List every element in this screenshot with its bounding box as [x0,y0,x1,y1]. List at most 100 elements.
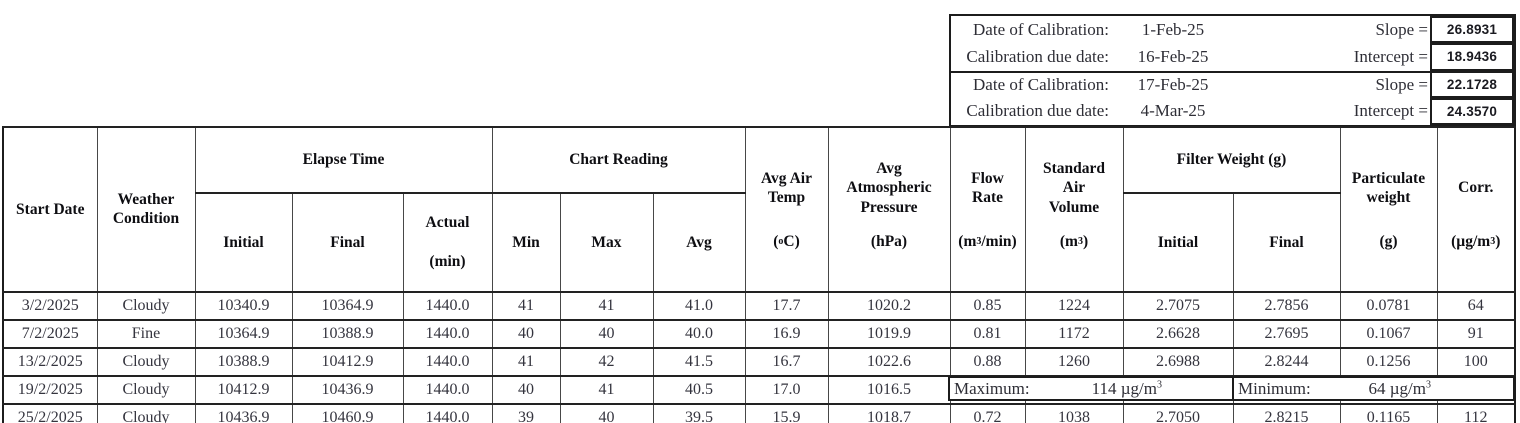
table-cell: 2.6988 [1122,346,1234,377]
data-table: Start Date Weather Condition Elapse Time… [2,126,1516,423]
header-flow-rate: Flow Rate (m 3/min) [949,126,1026,293]
header-filter-weight: Filter Weight (g) [1122,126,1341,194]
table-cell: 40 [491,318,561,349]
table-header-row-2: Initial Final Actual (min) Min Max Avg I… [3,192,1515,293]
table-cell: 0.72 [949,402,1026,423]
header-particulate-weight-unit: (g) [1379,233,1398,251]
table-cell: 40 [491,374,561,405]
table-cell: 0.0781 [1339,290,1438,321]
intercept-label-1: Intercept = [1353,46,1428,66]
table-cell: 64 [1436,290,1516,321]
table-cell: 1440.0 [402,374,493,405]
table-cell: 2.7856 [1232,290,1341,321]
subheader-elapse-final: Final [291,192,404,293]
header-avg-air-temp-unit: (o C) [773,233,800,251]
table-cell: 41 [559,374,654,405]
table-cell: 40.5 [652,374,746,405]
table-header-row-1: Start Date Weather Condition Elapse Time… [2,126,1516,293]
subheader-filter-initial: Initial [1122,192,1234,293]
maximum-label: Maximum: [954,378,1030,398]
table-cell: 41 [491,346,561,377]
subheader-filter-final: Final [1232,192,1341,293]
table-cell: 91 [1436,318,1516,349]
table-cell: 0.1256 [1339,346,1438,377]
table-cell: 3/2/2025 [2,290,98,321]
table-cell: 1440.0 [402,346,493,377]
table-cell: 40 [559,402,654,423]
calibration-panel: Date of Calibration: 1-Feb-25 Slope = 26… [949,14,1516,127]
table-cell: Cloudy [96,374,196,405]
table-cell: 2.8244 [1232,346,1341,377]
subheader-elapse-actual: Actual (min) [402,192,493,293]
header-corr-title: Corr. [1458,179,1494,197]
table-cell: 10460.9 [291,402,404,423]
summary-row: Maximum: 114 µg/m3 Minimum: 64 µg/m3 [948,376,1515,401]
table-cell: 0.1165 [1339,402,1438,423]
calibration-due-value-2: 4-Mar-25 [1140,101,1206,121]
table-cell: 1260 [1024,346,1124,377]
table-cell: Cloudy [96,402,196,423]
date-of-calibration-value-2: 17-Feb-25 [1109,70,1237,98]
header-start-date: Start Date [2,126,98,293]
subheader-chart-avg: Avg [652,192,746,293]
intercept-value-box-2: 24.3570 [1430,97,1514,125]
table-cell: 7/2/2025 [2,318,98,349]
table-cell: 2.7695 [1232,318,1341,349]
subheader-elapse-initial: Initial [194,192,293,293]
table-row: 13/2/2025 Cloudy 10388.9 10412.9 1440.0 … [2,346,1516,377]
table-cell: 2.7075 [1122,290,1234,321]
minimum-value: 64 µg/m3 [1368,378,1432,398]
header-corr-unit: (µg/m 3) [1451,233,1501,251]
header-flow-rate-title: Flow Rate [971,169,1004,206]
table-cell: Fine [96,318,196,349]
subheader-chart-min: Min [491,192,561,293]
table-cell: 1224 [1024,290,1124,321]
header-avg-atmospheric-pressure-title: Avg Atmospheric Pressure [846,159,932,216]
table-cell: 10412.9 [291,346,404,377]
table-cell: 39 [491,402,561,423]
table-cell: 1018.7 [827,402,951,423]
table-cell: 0.85 [949,290,1026,321]
table-cell: 13/2/2025 [2,346,98,377]
header-avg-atmospheric-pressure: Avg Atmospheric Pressure (hPa) [827,126,951,293]
maximum-value: 114 µg/m3 [1091,378,1162,398]
slope-label-1: Slope = [1375,19,1428,39]
table-cell: Cloudy [96,290,196,321]
header-avg-atmospheric-pressure-unit: (hPa) [870,233,908,251]
date-of-calibration-value-1: 1-Feb-25 [1141,19,1205,39]
calibration-due-label-1: Calibration due date: [966,46,1109,66]
table-row: 7/2/2025 Fine 10364.9 10388.9 1440.0 40 … [2,318,1516,349]
table-cell: 41 [559,290,654,321]
table-cell: 10340.9 [194,290,293,321]
slope-label-2: Slope = [1237,70,1430,98]
intercept-label-2: Intercept = [1353,101,1428,121]
header-chart-reading: Chart Reading [491,126,746,194]
table-cell: 2.7050 [1122,402,1234,423]
table-cell: 41.5 [652,346,746,377]
date-of-calibration-label-2: Date of Calibration: [951,70,1109,98]
header-standard-air-volume: Standard Air Volume (m 3) [1024,126,1124,293]
slope-value-box-1: 26.8931 [1430,16,1514,44]
table-cell: 112 [1436,402,1516,423]
table-cell: 41 [491,290,561,321]
table-cell: 25/2/2025 [2,402,98,423]
table-row: 3/2/2025 Cloudy 10340.9 10364.9 1440.0 4… [2,290,1516,321]
minimum-box: Minimum: 64 µg/m3 [1232,376,1515,401]
table-cell: 1440.0 [402,290,493,321]
table-cell: 1019.9 [827,318,951,349]
table-cell: Cloudy [96,346,196,377]
date-of-calibration-label-1: Date of Calibration: [973,19,1109,39]
subheader-chart-max: Max [559,192,654,293]
calibration-due-label-2: Calibration due date: [966,101,1109,121]
calibration-due-value-1: 16-Feb-25 [1137,46,1209,66]
header-particulate-weight: Particulate weight (g) [1339,126,1438,293]
table-cell: 10436.9 [291,374,404,405]
table-cell: 15.9 [744,402,829,423]
table-cell: 19/2/2025 [2,374,98,405]
table-row: 25/2/2025 Cloudy 10436.9 10460.9 1440.0 … [2,402,1516,423]
table-cell: 2.6628 [1122,318,1234,349]
header-corr: Corr. (µg/m 3) [1436,126,1516,293]
table-cell: 1016.5 [827,374,951,405]
table-cell: 40 [559,318,654,349]
table-cell: 1020.2 [827,290,951,321]
